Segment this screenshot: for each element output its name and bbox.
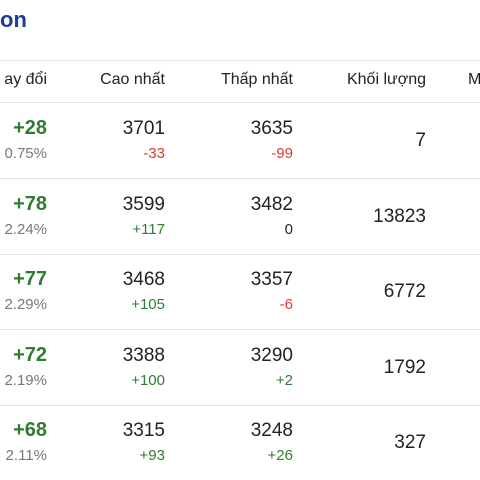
change: +28 (13, 117, 47, 139)
low: 3357 (250, 269, 293, 291)
row-divider (0, 329, 480, 331)
high-change: +117 (132, 220, 165, 238)
percent: 2.11% (5, 447, 47, 465)
low: 3248 (250, 420, 293, 442)
volume: 1792 (383, 356, 426, 378)
volume: 13823 (373, 205, 426, 227)
low-change: +26 (267, 447, 293, 465)
low: 3482 (250, 193, 293, 215)
high: 3315 (122, 420, 165, 442)
row-divider (0, 178, 480, 179)
low-change: -6 (279, 296, 293, 314)
volume: 7 (415, 130, 426, 151)
high: 3388 (122, 344, 165, 366)
divider (0, 60, 480, 61)
high-change: +93 (139, 447, 165, 465)
volume: 327 (394, 432, 426, 454)
high: 3599 (122, 193, 165, 215)
percent: 2.24% (4, 220, 47, 238)
header-low: Thấp nhất (220, 71, 293, 88)
low-change: +2 (275, 371, 293, 389)
row-divider (0, 404, 480, 406)
high: 3701 (122, 118, 165, 139)
percent: 0.75% (4, 145, 47, 162)
row-divider (0, 253, 480, 255)
header-volume: Khối lượng (346, 71, 426, 88)
low-change: 0 (284, 220, 293, 238)
volume: 6772 (383, 281, 426, 303)
low-change: -99 (271, 145, 293, 162)
high-change: +105 (131, 296, 165, 314)
title: on (0, 7, 27, 32)
high: 3468 (122, 269, 165, 291)
change: +78 (13, 192, 47, 215)
high-change: -33 (143, 145, 165, 162)
high-change: +100 (131, 371, 165, 389)
change: +77 (13, 268, 47, 291)
percent: 2.29% (4, 296, 47, 314)
change: +72 (13, 343, 47, 366)
low: 3290 (250, 344, 293, 366)
divider (0, 102, 480, 103)
header-change: ay đổi (4, 71, 47, 88)
change: +68 (13, 419, 47, 442)
percent: 2.19% (4, 371, 47, 389)
low: 3635 (250, 118, 293, 139)
header-high: Cao nhất (100, 71, 165, 88)
header-more: M (468, 71, 480, 88)
